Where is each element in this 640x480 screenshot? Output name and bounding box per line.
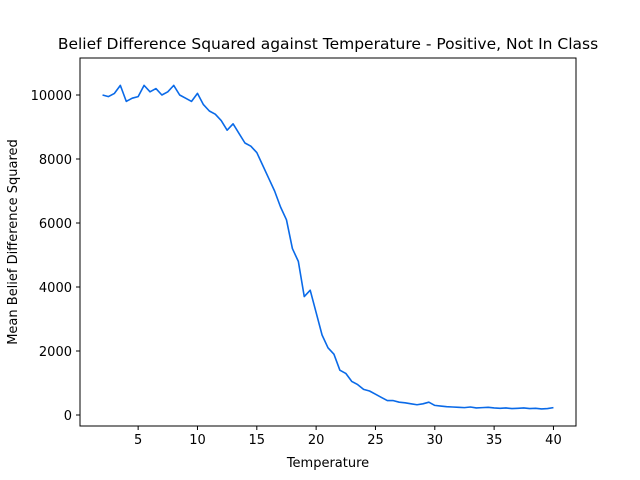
chart-title: Belief Difference Squared against Temper… (58, 35, 598, 53)
y-tick-label: 10000 (31, 89, 72, 104)
plot-frame (79, 57, 577, 427)
x-tick-label: 25 (367, 433, 384, 448)
y-tick-label: 0 (64, 409, 72, 424)
y-tick-label: 2000 (39, 345, 72, 360)
y-tick-label: 8000 (39, 153, 72, 168)
x-tick-label: 15 (249, 433, 266, 448)
y-tick-label: 4000 (39, 281, 72, 296)
x-tick-label: 30 (427, 433, 444, 448)
x-tick-label: 40 (545, 433, 562, 448)
x-tick-label: 5 (134, 433, 142, 448)
y-axis-label: Mean Belief Difference Squared (6, 139, 21, 345)
line-series (102, 84, 554, 410)
x-tick-label: 10 (189, 433, 206, 448)
x-axis-label: Temperature (286, 456, 369, 471)
y-tick-label: 6000 (39, 217, 72, 232)
x-tick-label: 20 (308, 433, 325, 448)
x-tick-label: 35 (486, 433, 503, 448)
